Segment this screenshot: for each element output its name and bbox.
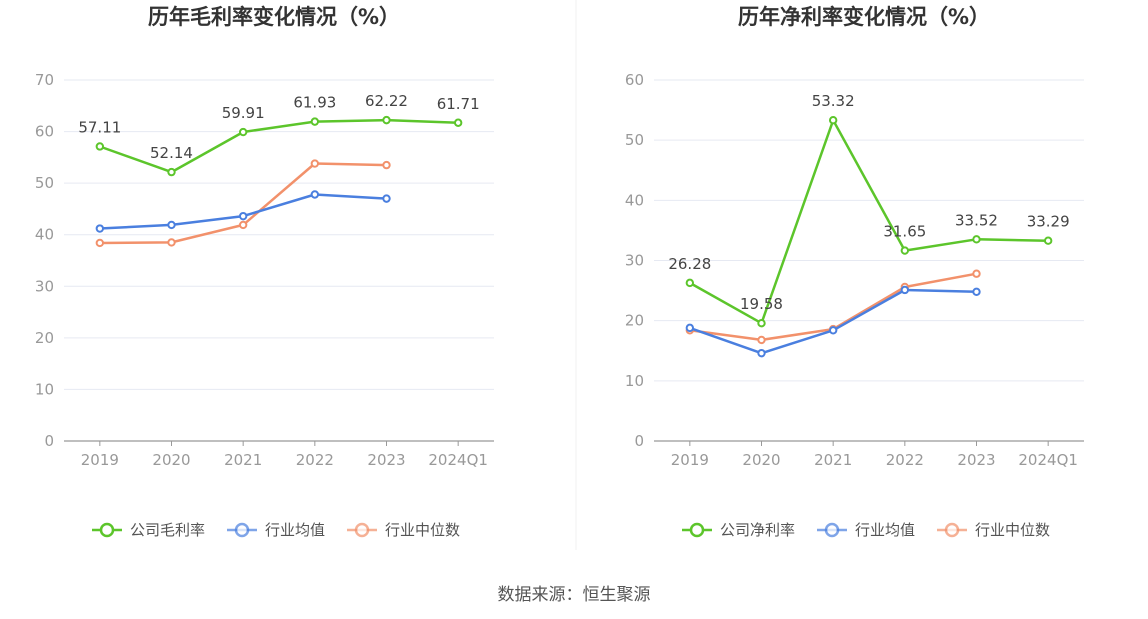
y-tick-label: 30 (35, 277, 54, 295)
y-tick-label: 10 (625, 372, 644, 390)
y-tick-label: 10 (35, 380, 54, 398)
legend-label: 行业均值 (265, 521, 325, 539)
y-tick-label: 50 (35, 174, 54, 192)
series-line-company (99, 118, 459, 174)
data-label: 33.52 (955, 211, 998, 229)
data-point-company (972, 235, 981, 244)
y-tick-label: 30 (625, 252, 644, 270)
chart-title: 历年毛利率变化情况（%） (148, 5, 400, 29)
legend-marker-icon (689, 522, 705, 538)
data-point-company (685, 278, 695, 288)
data-point-company (828, 115, 838, 125)
x-tick-label: 2023 (367, 451, 405, 469)
data-point-average (828, 326, 838, 335)
legend-item-company: 公司毛利率 (92, 521, 205, 539)
x-tick-label: 2023 (957, 451, 995, 469)
data-point-average (900, 285, 910, 295)
x-tick-label: 2020 (742, 451, 780, 469)
chart-panel-1: 历年毛利率变化情况（%） 0 10 20 30 40 50 60 70 2019 2020 2021 2… (35, 5, 494, 539)
data-point-company (453, 118, 463, 127)
data-label: 57.11 (78, 118, 121, 136)
legend-item-median: 行业中位数 (937, 521, 1050, 539)
legend-label: 公司净利率 (720, 521, 795, 539)
legend-label: 公司毛利率 (130, 521, 205, 539)
x-tick-label: 2020 (152, 451, 190, 469)
y-tick-label: 40 (35, 226, 54, 244)
data-label: 26.28 (668, 255, 711, 273)
data-label: 31.65 (883, 223, 926, 241)
data-point-median (167, 238, 176, 247)
legend-marker-icon (354, 522, 370, 538)
legend-marker-icon (824, 522, 840, 538)
x-tick-label: 2022 (296, 451, 334, 469)
x-tick-label: 2021 (224, 451, 262, 469)
legend-marker-icon (944, 522, 960, 538)
data-label: 61.71 (437, 95, 480, 113)
data-point-median (382, 160, 391, 170)
x-tick-label: 2019 (81, 451, 119, 469)
legend-label: 行业均值 (855, 521, 915, 539)
legend-item-median: 行业中位数 (347, 521, 460, 539)
series-line-company (689, 118, 1049, 325)
data-point-median (95, 238, 105, 248)
series-line-average (689, 288, 977, 355)
data-point-company (900, 246, 910, 255)
legend-label: 行业中位数 (385, 521, 460, 539)
y-tick-label: 0 (44, 432, 54, 450)
chart-panel-2: 历年净利率变化情况（%） 0 10 20 30 40 50 60 2019 2020 2021 202… (625, 5, 1084, 539)
data-point-company (382, 115, 391, 125)
chart-title: 历年净利率变化情况（%） (738, 5, 990, 29)
y-tick-label: 70 (35, 71, 54, 89)
legend-label: 行业中位数 (975, 521, 1050, 539)
data-point-average (310, 190, 320, 199)
legend-marker-icon (234, 522, 250, 538)
data-point-average (972, 287, 981, 296)
data-point-average (95, 224, 105, 233)
legend-item-average: 行业均值 (817, 521, 915, 539)
data-point-company (1043, 236, 1053, 245)
data-point-company (95, 142, 105, 151)
data-label: 19.58 (740, 295, 783, 313)
data-point-company (757, 318, 766, 328)
x-tick-label: 2024Q1 (1018, 451, 1078, 469)
y-tick-label: 60 (35, 123, 54, 141)
data-point-average (382, 194, 391, 203)
data-point-average (167, 220, 176, 230)
data-label: 59.91 (222, 104, 265, 122)
data-point-median (972, 269, 981, 278)
y-tick-label: 0 (634, 432, 644, 450)
data-point-average (757, 348, 766, 358)
data-point-average (685, 323, 695, 333)
data-label: 62.22 (365, 92, 408, 110)
x-tick-label: 2022 (886, 451, 924, 469)
data-label: 61.93 (293, 94, 336, 112)
x-tick-label: 2019 (671, 451, 709, 469)
data-point-median (757, 335, 766, 345)
y-tick-label: 20 (35, 329, 54, 347)
data-point-company (167, 167, 176, 177)
y-tick-label: 60 (625, 71, 644, 89)
data-label: 33.29 (1027, 213, 1070, 231)
data-point-company (238, 127, 248, 137)
data-label: 52.14 (150, 144, 193, 162)
x-tick-label: 2024Q1 (428, 451, 488, 469)
y-tick-label: 50 (625, 131, 644, 149)
y-tick-label: 40 (625, 191, 644, 209)
legend-item-company: 公司净利率 (682, 521, 795, 539)
data-label: 53.32 (812, 92, 855, 110)
data-point-median (310, 159, 320, 168)
x-tick-label: 2021 (814, 451, 852, 469)
legend-item-average: 行业均值 (227, 521, 325, 539)
data-point-company (310, 117, 320, 126)
data-point-average (238, 211, 248, 221)
legend-marker-icon (99, 522, 115, 538)
data-point-median (238, 220, 248, 230)
y-tick-label: 20 (625, 312, 644, 330)
series-line-median (99, 162, 387, 245)
data-source-note: 数据来源：恒生聚源 (497, 585, 651, 605)
